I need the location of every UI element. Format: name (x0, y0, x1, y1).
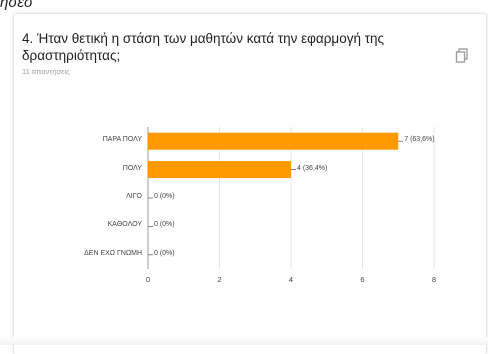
bar[interactable] (148, 161, 291, 179)
question-title: 4. Ήταν θετική η στάση των μαθητών κατά … (22, 31, 385, 63)
category-label: ΔΕΝ ΕΧΩ ΓΝΩΜΗ (84, 249, 142, 257)
question-card (14, 14, 486, 354)
x-tick-label: 8 (431, 275, 437, 284)
copy-icon[interactable] (455, 48, 469, 64)
data-label: 0 (0%) (154, 221, 175, 229)
responses-count: 11 απαντήσεις (22, 67, 70, 76)
data-label: 0 (0%) (154, 193, 175, 200)
data-label: 0 (0%) (154, 249, 175, 257)
data-label: 7 (63,6%) (404, 136, 435, 144)
x-tick-label: 4 (288, 275, 294, 284)
x-tick-label: 0 (145, 275, 151, 284)
bar-chart (147, 127, 435, 269)
card-bottom-edge (0, 337, 488, 345)
data-label: 4 (36,4%) (297, 164, 328, 172)
category-label: ΚΑΘΟΛΟΥ (107, 221, 142, 229)
bar[interactable] (148, 132, 399, 150)
x-tick-label: 2 (217, 275, 222, 284)
category-label: ΛΙΓΟ (126, 193, 142, 200)
category-label: ΠΟΛΥ (122, 164, 142, 172)
category-label: ΠΑΡΑ ΠΟΛΥ (102, 136, 142, 144)
previous-text-fragment: ησεσ (0, 0, 34, 11)
x-tick-label: 6 (360, 275, 365, 284)
